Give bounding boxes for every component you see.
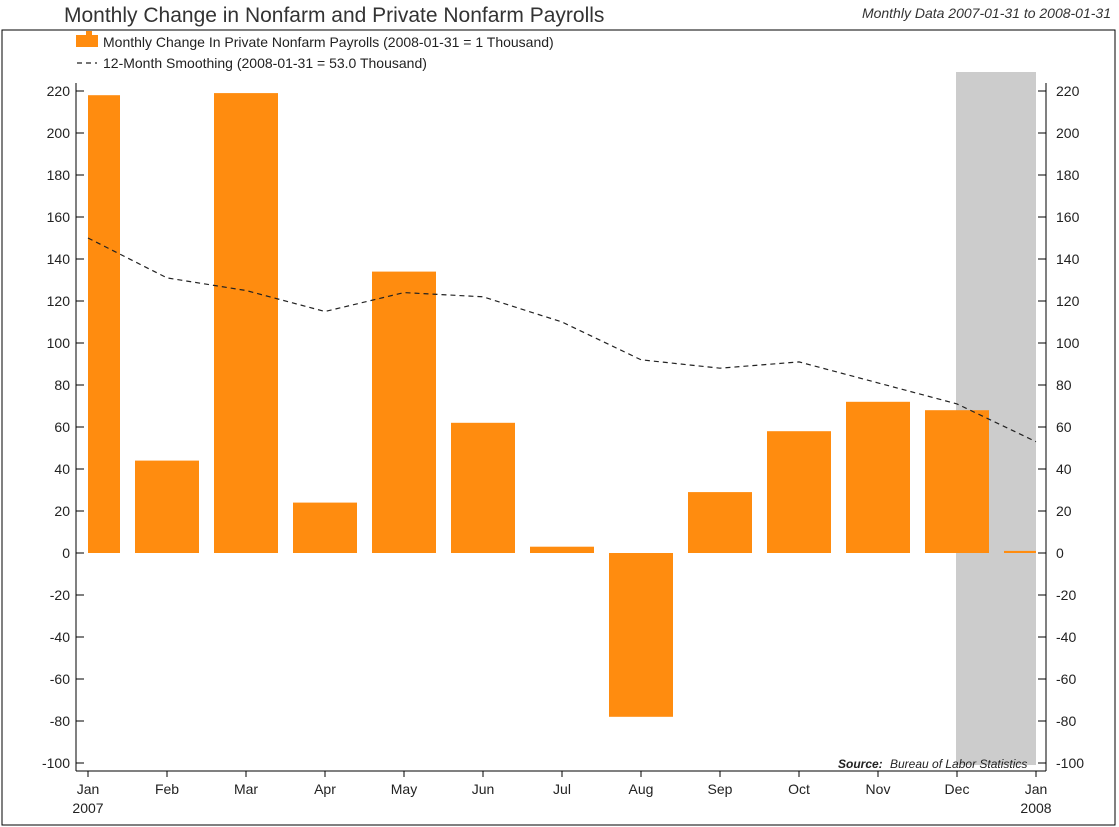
chart-title: Monthly Change in Nonfarm and Private No… [64, 4, 605, 27]
x-year-label: 2007 [72, 800, 103, 816]
y-tick-label-left: 20 [54, 503, 70, 519]
y-tick-label-left: 40 [54, 461, 70, 477]
y-tick-label-right: 160 [1056, 209, 1080, 225]
x-tick-label: Aug [629, 781, 654, 797]
y-tick-label-left: 180 [47, 167, 71, 183]
bar [530, 546, 594, 553]
y-tick-label-right: -60 [1056, 671, 1076, 687]
x-tick-label: Oct [788, 781, 810, 797]
y-tick-label-right: 220 [1056, 83, 1080, 99]
legend-bar-label: Monthly Change In Private Nonfarm Payrol… [103, 34, 554, 50]
x-tick-label: Dec [945, 781, 970, 797]
bar [688, 492, 752, 553]
bar [372, 271, 436, 553]
line-layer [87, 237, 1037, 443]
source-text: Bureau of Labor Statistics [890, 757, 1027, 771]
y-tick-label-right: 200 [1056, 125, 1080, 141]
y-tick-label-right: 100 [1056, 335, 1080, 351]
x-tick-label: Apr [314, 781, 336, 797]
y-tick-label-left: -20 [50, 587, 70, 603]
y-tick-label-left: 0 [62, 545, 70, 561]
y-tick-label-left: 100 [47, 335, 71, 351]
bar-layer [88, 93, 1036, 717]
source-note: Source: Bureau of Labor Statistics [838, 757, 1027, 771]
bar [135, 460, 199, 553]
y-tick-label-right: -80 [1056, 713, 1076, 729]
bar [1004, 550, 1036, 553]
x-tick-label: May [391, 781, 417, 797]
y-tick-label-left: 60 [54, 419, 70, 435]
y-tick-label-left: -100 [42, 755, 70, 771]
x-tick-label: Jan [1025, 781, 1048, 797]
bar [214, 93, 278, 553]
y-tick-label-right: 20 [1056, 503, 1072, 519]
bar [451, 422, 515, 553]
y-tick-label-right: 140 [1056, 251, 1080, 267]
bar [609, 553, 673, 717]
y-tick-label-right: 120 [1056, 293, 1080, 309]
y-tick-label-left: 220 [47, 83, 71, 99]
x-tick-label: Feb [155, 781, 179, 797]
x-tick-label: Jun [472, 781, 495, 797]
x-tick-label: Jul [553, 781, 571, 797]
legend: Monthly Change In Private Nonfarm Payrol… [76, 31, 554, 71]
smoothing-line [87, 237, 1037, 443]
y-tick-label-right: 60 [1056, 419, 1072, 435]
y-tick-label-left: 160 [47, 209, 71, 225]
y-tick-label-left: 80 [54, 377, 70, 393]
source-label: Source: [838, 757, 883, 771]
chart-subtitle: Monthly Data 2007-01-31 to 2008-01-31 [861, 5, 1111, 21]
bar [767, 431, 831, 553]
bar [846, 401, 910, 553]
y-tick-label-left: -40 [50, 629, 70, 645]
y-tick-label-right: -20 [1056, 587, 1076, 603]
y-tick-label-left: -60 [50, 671, 70, 687]
x-year-label: 2008 [1020, 800, 1051, 816]
bar [293, 502, 357, 553]
y-tick-label-left: 140 [47, 251, 71, 267]
y-tick-label-left: 120 [47, 293, 71, 309]
legend-line-label: 12-Month Smoothing (2008-01-31 = 53.0 Th… [103, 55, 427, 71]
y-tick-label-right: 180 [1056, 167, 1080, 183]
legend-bar-swatch [76, 35, 98, 47]
bar [88, 95, 120, 553]
x-tick-label: Mar [234, 781, 258, 797]
bar [925, 410, 989, 553]
y-tick-label-right: 80 [1056, 377, 1072, 393]
plot-frame-outer [1, 29, 1116, 826]
legend-bar-swatch-notch [86, 31, 92, 36]
x-tick-label: Nov [866, 781, 891, 797]
y-tick-label-right: 0 [1056, 545, 1064, 561]
y-tick-label-left: -80 [50, 713, 70, 729]
x-tick-label: Sep [708, 781, 733, 797]
y-tick-label-left: 200 [47, 125, 71, 141]
y-tick-label-right: -100 [1056, 755, 1084, 771]
x-tick-label: Jan [77, 781, 100, 797]
y-tick-label-right: -40 [1056, 629, 1076, 645]
y-tick-label-right: 40 [1056, 461, 1072, 477]
